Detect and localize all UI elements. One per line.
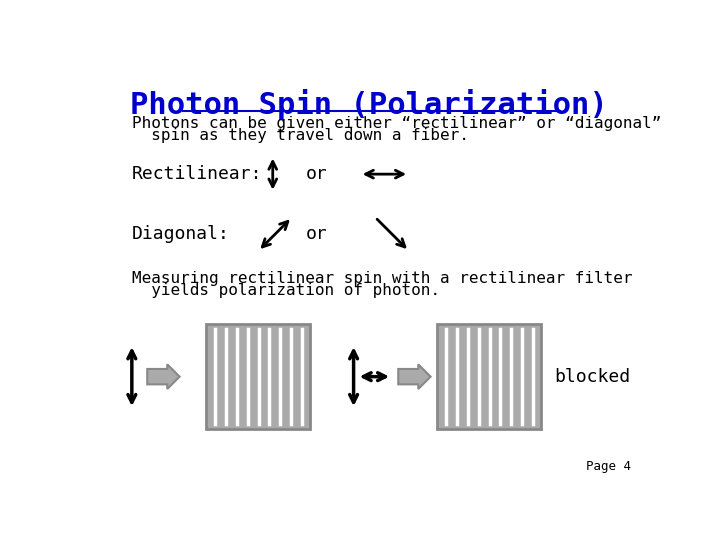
Text: Rectilinear:: Rectilinear: <box>132 165 262 183</box>
Text: Diagonal:: Diagonal: <box>132 225 230 243</box>
Text: spin as they travel down a fiber.: spin as they travel down a fiber. <box>132 128 469 143</box>
FancyArrow shape <box>398 364 431 389</box>
Text: yields polarization of photon.: yields polarization of photon. <box>132 284 440 299</box>
Text: Page 4: Page 4 <box>586 460 631 473</box>
Text: blocked: blocked <box>554 368 630 386</box>
Text: or: or <box>306 165 328 183</box>
Text: Photon Spin (Polarization): Photon Spin (Polarization) <box>130 90 608 120</box>
FancyArrow shape <box>148 364 179 389</box>
Bar <box>437 325 541 429</box>
Text: Measuring rectilinear spin with a rectilinear filter: Measuring rectilinear spin with a rectil… <box>132 271 632 286</box>
Text: or: or <box>306 225 328 243</box>
Bar <box>206 325 310 429</box>
Text: Photons can be given either “rectilinear” or “diagonal”: Photons can be given either “rectilinear… <box>132 116 661 131</box>
